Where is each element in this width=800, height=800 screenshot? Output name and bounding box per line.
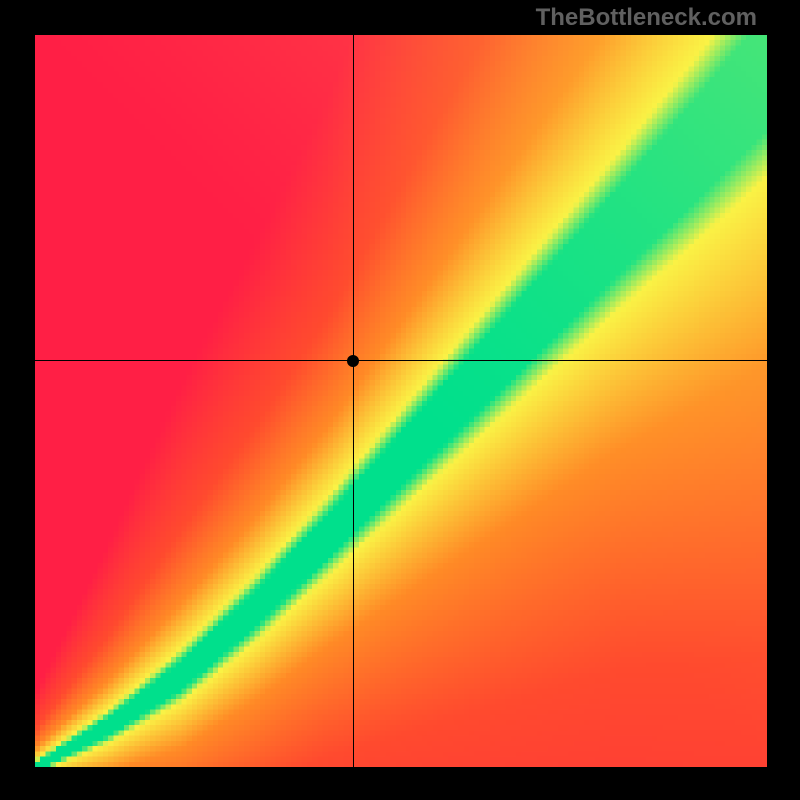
bottleneck-heatmap: [35, 35, 767, 767]
watermark-text: TheBottleneck.com: [536, 4, 757, 32]
chart-container: { "watermark": { "text": "TheBottleneck.…: [0, 0, 800, 800]
